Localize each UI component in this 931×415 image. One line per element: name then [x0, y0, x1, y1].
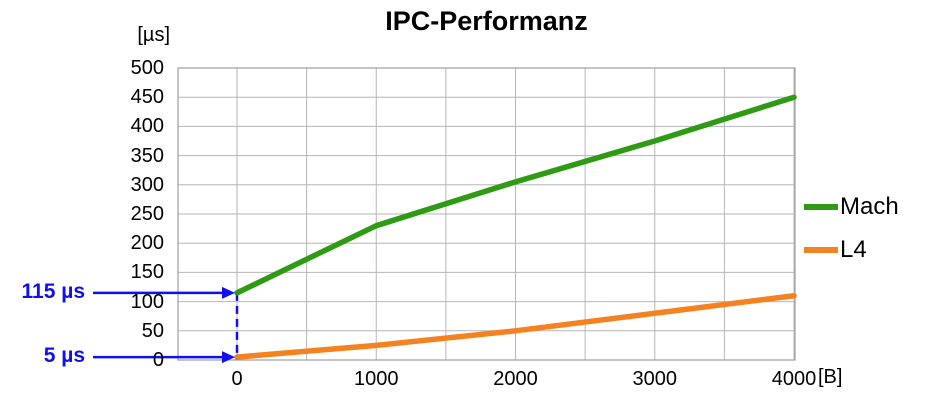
y-tick-label: 450	[130, 86, 164, 109]
legend-label: Mach	[840, 193, 899, 220]
legend-item-mach: Mach	[804, 192, 899, 222]
x-tick-label: 4000	[771, 368, 817, 390]
annotation-label: 5 µs	[43, 344, 85, 368]
legend: Mach L4	[804, 192, 899, 278]
legend-label: L4	[840, 236, 867, 263]
y-tick-label: 250	[130, 203, 164, 225]
x-tick-label: 3000	[632, 368, 678, 390]
y-tick-label: 0	[152, 349, 164, 371]
series-line-l4	[234, 293, 797, 360]
y-tick-label: 100	[130, 290, 164, 313]
y-tick-label: 150	[130, 261, 164, 284]
legend-swatch	[804, 247, 838, 253]
annotation-arrowhead	[222, 351, 235, 364]
x-tick-label: 0	[231, 368, 243, 390]
plot-border	[177, 67, 796, 361]
annotation-arrowhead	[222, 286, 235, 299]
y-axis-unit-label: [µs]	[137, 24, 170, 46]
y-tick-label: 200	[130, 232, 164, 255]
x-tick-label: 1000	[354, 368, 399, 390]
y-tick-label: 350	[130, 144, 164, 167]
y-tick-label: 400	[130, 115, 164, 138]
y-tick-label: 300	[130, 173, 164, 196]
legend-item-l4: L4	[804, 235, 899, 265]
chart-title: IPC-Performanz	[385, 6, 588, 36]
annotation-label: 115 µs	[21, 279, 86, 303]
series-line-mach	[234, 94, 797, 296]
x-tick-label: 2000	[493, 368, 538, 390]
legend-swatch	[804, 204, 838, 210]
y-tick-label: 500	[130, 57, 164, 79]
y-tick-label: 50	[141, 319, 164, 342]
x-axis-unit-label: [B]	[818, 366, 843, 388]
